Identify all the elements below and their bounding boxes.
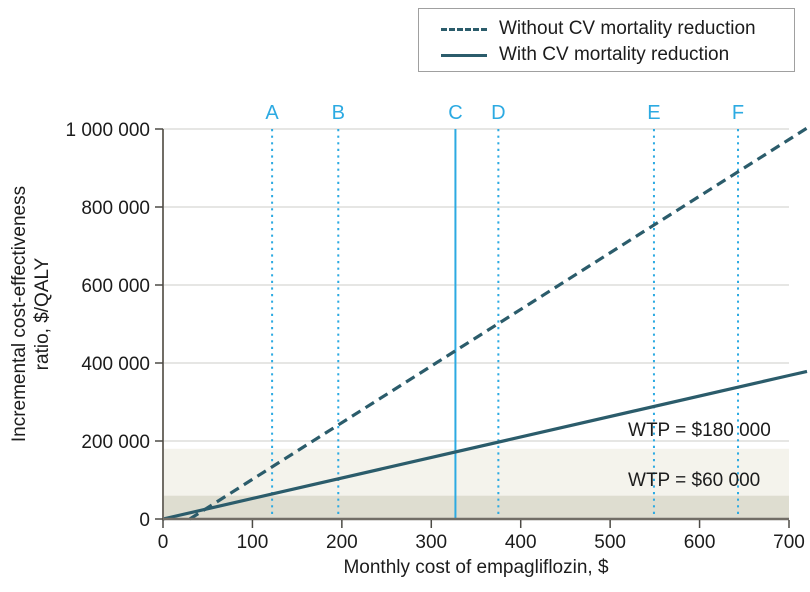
y-axis-title-line2: ratio, $/QALY: [32, 257, 54, 371]
legend-label: Without CV mortality reduction: [499, 18, 756, 39]
x-tick-label-400: 400: [505, 532, 537, 553]
scenario-label-C: C: [448, 102, 462, 124]
y-tick-label-200000: 200 000: [81, 432, 150, 453]
solid-line-sample-icon: [441, 53, 487, 57]
x-tick-label-100: 100: [237, 532, 269, 553]
legend-label: With CV mortality reduction: [499, 44, 730, 65]
x-tick-label-600: 600: [684, 532, 716, 553]
x-tick-label-500: 500: [594, 532, 626, 553]
series-line-without-cv: [188, 126, 808, 521]
scenario-label-A: A: [265, 102, 279, 124]
y-axis-title: Incremental cost-effectiveness ratio, $/…: [8, 104, 56, 524]
y-tick-label-1000000: 1 000 000: [65, 120, 150, 141]
wtp-annotation-180000: WTP = $180 000: [628, 420, 771, 441]
x-tick-label-0: 0: [158, 532, 169, 553]
wtp-annotation-60000: WTP = $60 000: [628, 470, 760, 491]
wtp-band-60000: [163, 495, 789, 519]
y-axis-title-line1: Incremental cost-effectiveness: [9, 185, 30, 443]
x-tick-label-200: 200: [326, 532, 358, 553]
wtp-band-180000: [163, 448, 789, 496]
x-axis-title: Monthly cost of empagliflozin, $: [343, 557, 609, 578]
legend: Without CV mortality reduction With CV m…: [418, 8, 795, 72]
legend-item-without-cv: Without CV mortality reduction: [441, 16, 794, 42]
scenario-label-B: B: [332, 102, 345, 124]
legend-item-with-cv: With CV mortality reduction: [441, 42, 794, 68]
x-tick-label-300: 300: [415, 532, 447, 553]
scenario-label-E: E: [647, 102, 660, 124]
scenario-label-F: F: [732, 102, 744, 124]
scenario-label-D: D: [491, 102, 505, 124]
y-tick-label-600000: 600 000: [81, 276, 150, 297]
series-line-with-cv: [162, 369, 808, 521]
y-tick-label-400000: 400 000: [81, 354, 150, 375]
y-tick-label-800000: 800 000: [81, 198, 150, 219]
dashed-line-sample-icon: [441, 27, 487, 31]
y-tick-label-0: 0: [139, 510, 150, 531]
x-tick-label-700: 700: [773, 532, 805, 553]
